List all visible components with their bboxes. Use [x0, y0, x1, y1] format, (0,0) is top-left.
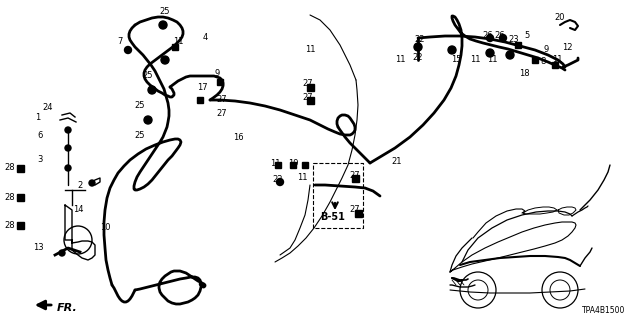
Text: 1: 1 — [35, 114, 40, 123]
Text: 3: 3 — [37, 156, 43, 164]
Bar — [307, 97, 314, 103]
Text: 5: 5 — [524, 30, 530, 39]
Text: 25: 25 — [160, 7, 170, 17]
Text: 11: 11 — [487, 55, 497, 65]
Text: 28: 28 — [4, 193, 15, 202]
Bar — [302, 162, 308, 168]
Text: 17: 17 — [196, 83, 207, 92]
Text: 27: 27 — [303, 92, 314, 101]
Text: 11: 11 — [173, 37, 183, 46]
Text: 22: 22 — [413, 53, 423, 62]
Text: 25: 25 — [143, 70, 153, 79]
Text: 15: 15 — [451, 55, 461, 65]
Text: 7: 7 — [117, 37, 123, 46]
Text: 11: 11 — [297, 172, 307, 181]
Bar — [307, 84, 314, 91]
Bar — [355, 210, 362, 217]
Text: 4: 4 — [202, 34, 207, 43]
Text: 16: 16 — [233, 132, 243, 141]
Text: 27: 27 — [349, 205, 360, 214]
Text: 28: 28 — [4, 220, 15, 229]
Bar — [552, 62, 558, 68]
Circle shape — [89, 180, 95, 186]
Circle shape — [65, 127, 71, 133]
Circle shape — [159, 21, 167, 29]
Text: 19: 19 — [288, 158, 298, 167]
Text: 11: 11 — [305, 44, 316, 53]
Text: FR.: FR. — [57, 303, 77, 313]
Text: 27: 27 — [349, 171, 360, 180]
Text: 21: 21 — [392, 157, 403, 166]
Circle shape — [276, 179, 284, 186]
Text: 23: 23 — [509, 36, 519, 44]
Text: 10: 10 — [100, 223, 110, 233]
Text: 12: 12 — [562, 44, 572, 52]
Text: 27: 27 — [303, 79, 314, 89]
Circle shape — [161, 56, 169, 64]
Text: 22: 22 — [415, 36, 425, 44]
Bar — [17, 221, 24, 228]
Text: 11: 11 — [269, 158, 280, 167]
Text: 9: 9 — [214, 68, 220, 77]
Bar — [290, 162, 296, 168]
Text: TPA4B1500: TPA4B1500 — [582, 306, 625, 315]
Circle shape — [125, 46, 131, 53]
Circle shape — [506, 51, 514, 59]
Bar — [172, 44, 178, 50]
Circle shape — [486, 49, 494, 57]
Bar — [197, 97, 203, 103]
Circle shape — [448, 46, 456, 54]
Circle shape — [414, 43, 422, 51]
Text: 27: 27 — [217, 108, 227, 117]
Text: 11: 11 — [470, 55, 480, 65]
Bar — [17, 164, 24, 172]
Text: 24: 24 — [43, 103, 53, 113]
Text: 20: 20 — [555, 13, 565, 22]
Circle shape — [65, 165, 71, 171]
Text: 18: 18 — [518, 69, 529, 78]
Circle shape — [144, 116, 152, 124]
Text: 8: 8 — [540, 58, 546, 67]
Text: 11: 11 — [395, 55, 405, 65]
Bar — [351, 174, 358, 181]
Bar — [515, 42, 521, 48]
Text: 6: 6 — [37, 132, 43, 140]
Text: 22: 22 — [273, 174, 284, 183]
Text: 27: 27 — [217, 95, 227, 105]
Text: 11: 11 — [552, 55, 563, 65]
Text: 25: 25 — [135, 131, 145, 140]
Text: 13: 13 — [33, 244, 44, 252]
Bar — [17, 194, 24, 201]
Bar — [217, 79, 223, 85]
Circle shape — [148, 86, 156, 94]
Text: 26: 26 — [483, 30, 493, 39]
Text: 2: 2 — [77, 180, 83, 189]
Circle shape — [499, 35, 506, 42]
Bar — [532, 57, 538, 63]
Text: 9: 9 — [543, 45, 548, 54]
Text: 25: 25 — [135, 101, 145, 110]
Circle shape — [486, 35, 493, 42]
Bar — [275, 162, 281, 168]
Text: 26: 26 — [495, 30, 506, 39]
Text: B-51: B-51 — [320, 212, 345, 222]
Circle shape — [65, 145, 71, 151]
Text: 28: 28 — [4, 164, 15, 172]
Circle shape — [59, 250, 65, 256]
Text: 14: 14 — [73, 205, 83, 214]
